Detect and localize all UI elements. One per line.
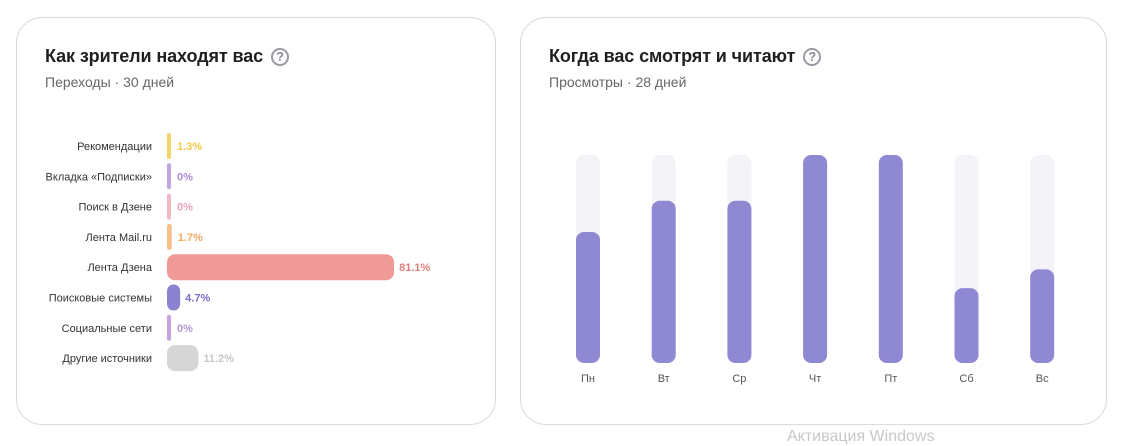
bar-value-label: 11.2%	[203, 353, 234, 365]
views-by-weekday-title-row: Когда вас смотрят и читают ?	[549, 46, 822, 67]
x-tick-label: Сб	[959, 373, 973, 385]
views-by-weekday-title: Когда вас смотрят и читают	[549, 46, 796, 66]
bar	[167, 163, 171, 190]
bar	[576, 231, 600, 363]
bar	[167, 254, 395, 281]
bar-value-label: 1.7%	[178, 232, 203, 244]
x-tick-label: Чт	[809, 373, 821, 385]
bar	[954, 288, 979, 363]
bar-value-label: 4.7%	[185, 293, 210, 305]
bar-value-label: 1.3%	[177, 141, 202, 153]
x-tick-label: Вс	[1036, 373, 1049, 385]
bar	[167, 314, 171, 341]
bar	[1030, 269, 1055, 363]
x-tick-label: Пн	[581, 373, 595, 385]
bar-category-label: Лента Mail.ru	[85, 232, 152, 244]
bar-value-label: 0%	[177, 171, 193, 183]
traffic-sources-chart: Рекомендации 1.3% Вкладка «Подписки» 0% Поис…	[46, 133, 430, 372]
bar	[167, 223, 172, 250]
question-circle-icon[interactable]: ?	[271, 47, 290, 66]
traffic-sources-card: Как зрители находят вас ? Переходы · 30 …	[16, 17, 496, 425]
question-circle-icon[interactable]: ?	[803, 47, 822, 66]
bar	[727, 200, 752, 363]
bar-category-label: Вкладка «Подписки»	[46, 171, 152, 183]
bar-category-label: Лента Дзена	[87, 262, 152, 274]
bar-value-label: 0%	[177, 202, 193, 214]
bar	[878, 155, 903, 363]
bar	[167, 193, 171, 220]
traffic-sources-title-row: Как зрители находят вас ?	[45, 46, 290, 67]
bar	[167, 284, 181, 311]
traffic-sources-title: Как зрители находят вас	[45, 46, 264, 66]
views-by-weekday-chart: Пн Вт Ср Чт Пт Сб Вс	[576, 155, 1055, 385]
views-by-weekday-subtitle: Просмотры · 28 дней	[549, 74, 687, 90]
bar-category-label: Поисковые системы	[49, 293, 152, 305]
bar-value-label: 81.1%	[399, 262, 430, 274]
bar	[651, 200, 676, 363]
bar-category-label: Рекомендации	[77, 141, 152, 153]
x-tick-label: Пт	[884, 373, 897, 385]
views-by-weekday-card: Когда вас смотрят и читают ? Просмотры ·…	[520, 17, 1107, 425]
traffic-sources-subtitle: Переходы · 30 дней	[45, 74, 175, 90]
bar	[803, 155, 828, 363]
bar-value-label: 0%	[177, 323, 193, 335]
windows-activation-watermark: Активация Windows	[787, 428, 935, 445]
x-tick-label: Ср	[732, 373, 746, 385]
bar-category-label: Социальные сети	[62, 323, 152, 335]
bar	[167, 345, 199, 372]
x-tick-label: Вт	[658, 373, 670, 385]
bar-category-label: Другие источники	[62, 353, 152, 365]
bar-category-label: Поиск в Дзене	[79, 202, 152, 214]
bar	[167, 133, 171, 159]
